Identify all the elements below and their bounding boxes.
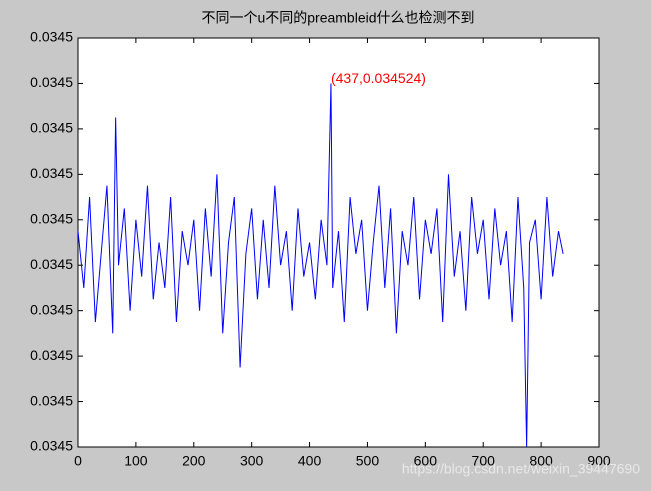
x-tick-label: 500 <box>356 453 380 469</box>
watermark: https://blog.csdn.net/weixin_39447690 <box>402 461 640 477</box>
plot-area <box>77 37 600 448</box>
x-tick-label: 0 <box>74 453 82 469</box>
x-tick-label: 800 <box>529 453 553 469</box>
y-tick-label: 0.0345 <box>30 210 73 226</box>
x-tick-label: 300 <box>240 453 264 469</box>
y-tick-label: 0.0345 <box>30 165 73 181</box>
x-tick-label: 600 <box>414 453 438 469</box>
data-line <box>77 83 564 448</box>
y-tick-label: 0.0345 <box>30 392 73 408</box>
x-tick-label: 400 <box>298 453 322 469</box>
x-tick-label: 900 <box>587 453 611 469</box>
x-tick-label: 200 <box>182 453 206 469</box>
y-tick-label: 0.0345 <box>30 29 73 45</box>
y-tick-label: 0.0345 <box>30 347 73 363</box>
y-tick-label: 0.0345 <box>30 438 73 454</box>
x-tick-label: 100 <box>124 453 148 469</box>
y-tick-label: 0.0345 <box>30 301 73 317</box>
y-tick-label: 0.0345 <box>30 120 73 136</box>
x-tick-label: 700 <box>472 453 496 469</box>
y-tick-label: 0.0345 <box>30 74 73 90</box>
chart-title: 不同一个u不同的preambleid什么也检测不到 <box>201 10 474 26</box>
y-tick-label: 0.0345 <box>30 256 73 272</box>
annotation: (437,0.034524) <box>331 70 426 86</box>
